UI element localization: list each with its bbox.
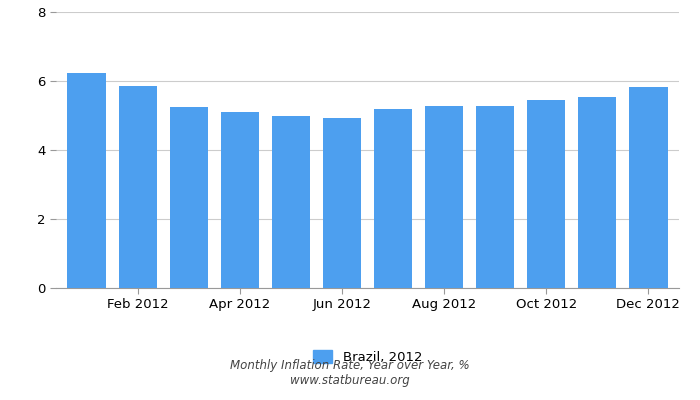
Bar xyxy=(425,106,463,288)
Bar xyxy=(527,100,566,288)
Bar xyxy=(272,116,310,288)
Bar xyxy=(220,112,259,288)
Bar xyxy=(476,106,514,288)
Text: www.statbureau.org: www.statbureau.org xyxy=(290,374,410,387)
Bar xyxy=(118,86,157,288)
Bar xyxy=(323,118,361,288)
Bar xyxy=(374,108,412,288)
Bar xyxy=(169,107,208,288)
Bar xyxy=(67,74,106,288)
Bar xyxy=(629,86,668,288)
Legend: Brazil, 2012: Brazil, 2012 xyxy=(307,344,428,369)
Bar xyxy=(578,97,617,288)
Text: Monthly Inflation Rate, Year over Year, %: Monthly Inflation Rate, Year over Year, … xyxy=(230,360,470,372)
